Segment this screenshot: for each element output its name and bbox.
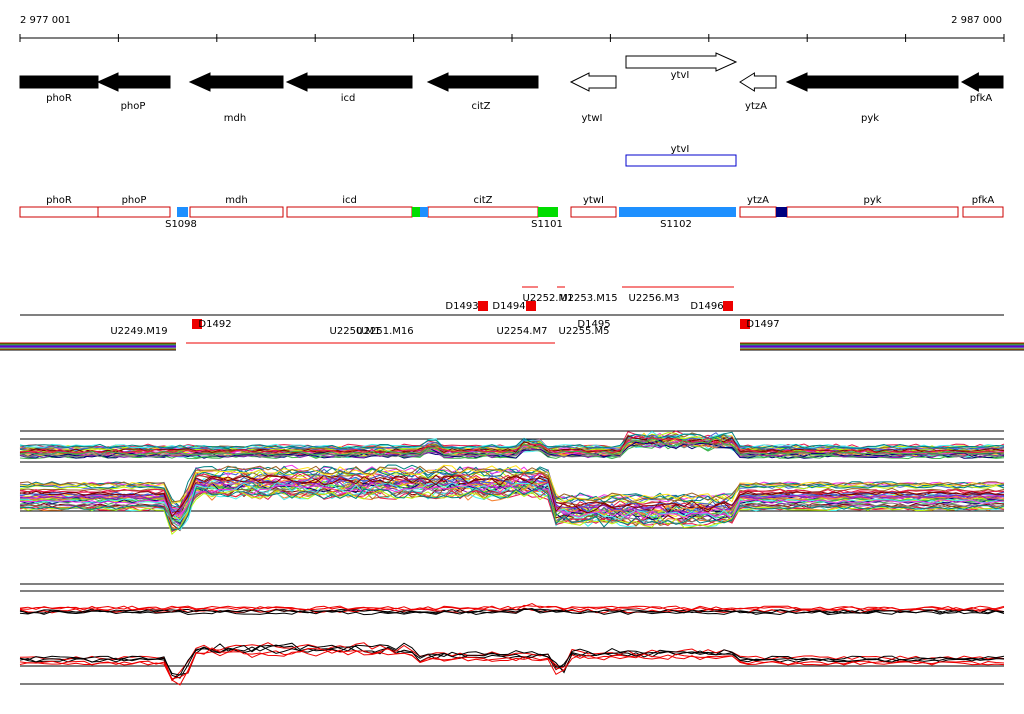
gene-arrow bbox=[739, 72, 777, 92]
segment-label: pfkA bbox=[972, 195, 995, 206]
ruler-end: 2 987 000 bbox=[951, 15, 1002, 26]
profile-line bbox=[19, 431, 1005, 449]
profile-line bbox=[19, 435, 1005, 454]
feature-label: U2253.M15 bbox=[560, 293, 617, 304]
profile-line bbox=[19, 608, 1005, 614]
feature-label: D1495 bbox=[577, 319, 610, 330]
segment-label: ytzA bbox=[747, 195, 769, 206]
gene-arrow bbox=[19, 75, 99, 89]
feature-mark bbox=[526, 301, 536, 311]
site-fill bbox=[412, 207, 420, 217]
profile-line bbox=[19, 644, 1005, 681]
profile-line bbox=[19, 608, 1005, 616]
segment-label: citZ bbox=[473, 195, 492, 206]
profile-line bbox=[19, 485, 1005, 532]
feature-label: U2250.M1 bbox=[330, 326, 381, 337]
site-label: S1102 bbox=[660, 219, 692, 230]
segment-box bbox=[97, 206, 171, 218]
segment-box bbox=[19, 206, 99, 218]
profile-line bbox=[19, 436, 1005, 456]
gene-arrow bbox=[188, 72, 284, 92]
profile-line bbox=[19, 486, 1005, 531]
profile-line bbox=[19, 484, 1005, 528]
gene-label: pfkA bbox=[970, 93, 993, 104]
segment-box bbox=[570, 206, 617, 218]
segment-box bbox=[189, 206, 284, 218]
gene-label: icd bbox=[341, 93, 356, 104]
segment-box bbox=[739, 206, 777, 218]
profile-line bbox=[19, 439, 1005, 458]
segment-label: phoR bbox=[46, 195, 72, 206]
site-label: S1101 bbox=[531, 219, 563, 230]
feature-label: D1492 bbox=[198, 319, 231, 330]
feature-label: U2254.M7 bbox=[497, 326, 548, 337]
profile-line bbox=[19, 465, 1005, 503]
profile-line bbox=[19, 471, 1005, 511]
gene-arrow bbox=[285, 72, 413, 92]
gene-label: phoR bbox=[46, 93, 72, 104]
feature-label: U2251.M16 bbox=[356, 326, 413, 337]
segment-label: ytwI bbox=[583, 195, 604, 206]
feature-label: U2256.M3 bbox=[629, 293, 680, 304]
feature-label: D1497 bbox=[746, 319, 779, 330]
feature-mark bbox=[740, 319, 750, 329]
profile-line bbox=[19, 475, 1005, 518]
profile-line bbox=[19, 604, 1005, 611]
feature-mark bbox=[192, 319, 202, 329]
feature-label: D1496 bbox=[690, 301, 723, 312]
feature-label: U2252.M1 bbox=[523, 293, 574, 304]
gene-label: citZ bbox=[471, 101, 490, 112]
profile-line bbox=[19, 642, 1005, 682]
site-label: S1098 bbox=[165, 219, 197, 230]
segment-label: pyk bbox=[863, 195, 881, 206]
segment-box bbox=[962, 206, 1004, 218]
ruler-start: 2 977 001 bbox=[20, 15, 71, 26]
segment-box bbox=[786, 206, 959, 218]
segment-label: mdh bbox=[225, 195, 247, 206]
gene-label: ytvI bbox=[671, 70, 690, 81]
gene-label: mdh bbox=[224, 113, 246, 124]
gene-label: phoP bbox=[121, 101, 146, 112]
profile-line bbox=[19, 481, 1005, 521]
predicted-box bbox=[625, 154, 737, 167]
feature-mark bbox=[478, 301, 488, 311]
gene-label: pyk bbox=[861, 113, 879, 124]
segment-box bbox=[286, 206, 413, 218]
site-fill bbox=[177, 207, 188, 217]
gene-label: ytzA bbox=[745, 101, 767, 112]
site-fill bbox=[619, 207, 736, 217]
profile-line bbox=[19, 645, 1004, 676]
site-fill bbox=[776, 207, 787, 217]
gene-arrow bbox=[96, 72, 171, 92]
profile-line bbox=[19, 647, 1005, 686]
profile-line bbox=[19, 607, 1005, 615]
gene-label: ytwI bbox=[582, 113, 603, 124]
segment-label: phoP bbox=[122, 195, 147, 206]
gene-arrow bbox=[625, 52, 738, 72]
feature-label: U2249.M19 bbox=[110, 326, 167, 337]
segment-box bbox=[427, 206, 539, 218]
gene-arrow bbox=[785, 72, 959, 92]
feature-label: D1494 bbox=[492, 301, 525, 312]
site-fill bbox=[420, 207, 428, 217]
segment-label: icd bbox=[342, 195, 357, 206]
profile-line bbox=[19, 464, 1005, 505]
gene-arrow bbox=[960, 72, 1004, 92]
profile-line bbox=[19, 430, 1005, 449]
feature-label: D1493 bbox=[445, 301, 478, 312]
gene-arrow bbox=[426, 72, 539, 92]
predicted-label: ytvI bbox=[671, 144, 690, 155]
profile-line bbox=[19, 478, 1005, 516]
gene-arrow bbox=[569, 72, 617, 92]
site-fill bbox=[538, 207, 558, 217]
feature-label: U2255.M5 bbox=[559, 326, 610, 337]
feature-mark bbox=[723, 301, 733, 311]
profile-line bbox=[19, 642, 1005, 679]
